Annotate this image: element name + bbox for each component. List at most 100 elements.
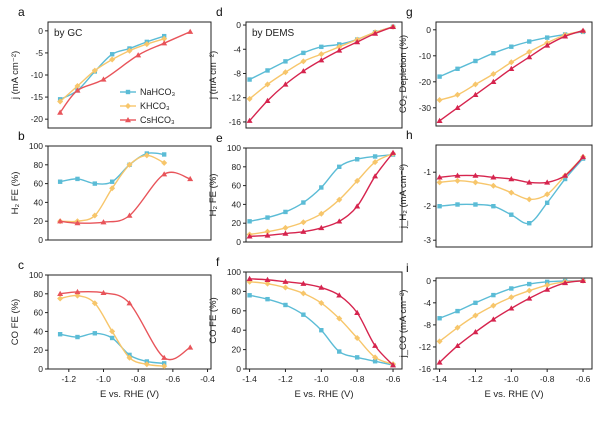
ytick-label-e-5: 100 [227,143,241,153]
ytick-label-d-3: -12 [229,93,242,103]
series-h-nahco-point-6 [544,200,550,205]
ytick-label-e-4: 80 [232,162,242,172]
series-d-nahco-point-0 [247,77,252,82]
series-c-cshco-point-5 [187,344,194,350]
series-h-nahco-point-4 [509,212,514,217]
panel-g: 0 -10 -20 -30 g CO₂ Depletion (%) [398,5,593,127]
series-i-cshco-point-8 [580,277,587,283]
panel-label-h: h [406,128,413,142]
series-d-cshco-point-3 [300,68,307,74]
ytick-label-g-3: -30 [419,103,432,113]
series-i-cshco-point-2 [472,329,479,335]
series-h-khco-point-5 [526,196,533,203]
series-e-khco-point-3 [300,219,307,226]
ylabel-b: H₂ FE (%) [10,172,21,215]
ytick-label-g-0: 0 [426,25,431,35]
panel-e: 0 20 40 60 80 100 e H₂ FE (%) [208,131,403,247]
panel-label-f: f [216,255,220,269]
series-c-khco-point-0 [57,295,64,302]
series-i-nahco-point-1 [455,308,460,314]
series-f-khco-point-5 [336,315,343,322]
series-b-cshco-point-4 [161,171,168,177]
ytick-label-i-1: -4 [423,298,431,308]
series-h-khco-point-1 [454,177,461,184]
panel-b: 0 20 40 60 80 100 b H₂ FE (%) [10,129,212,245]
series-d-khco-point-5 [336,43,343,50]
ytick-label-h-1: -2 [423,201,431,211]
ylabel-e: H₂ FE (%) [208,174,219,217]
series-h-khco-point-3 [490,182,497,189]
series-d-cshco-point-2 [282,81,289,87]
series-i-cshco-point-1 [454,342,461,349]
panel-c: 0 20 40 60 80 100 -1.2 -1.0 -0.8 -0.6 -0.4 c CO FE (… [10,258,215,400]
series-a-cshco-line [59,31,191,113]
ytick-label-c-2: 40 [34,326,44,336]
series-e-cshco-point-5 [336,218,343,224]
series-f-cshco-point-8 [390,362,397,368]
ytick-label-b-0: 0 [38,235,43,245]
ytick-label-i-4: -16 [419,364,432,374]
panel-label-d: d [216,5,223,19]
series-g-cshco-line [439,29,584,122]
series-g-nahco-point-6 [544,35,550,40]
panel-h: -1 -2 -3 h j_H₂ (mA cm⁻²) [398,128,593,248]
series-i-cshco-point-7 [562,279,569,286]
series-d-khco-point-4 [318,51,325,58]
series-i-nahco-point-4 [509,286,514,291]
plot-frame-h [435,144,593,248]
series-c-khco-point-5 [143,361,150,368]
ytick-label-c-5: 100 [29,270,43,280]
series-h-cshco-point-3 [490,174,497,180]
series-g-nahco-point-0 [437,74,442,79]
xtick-label-i-2: -1.0 [504,374,519,384]
ylabel-c: CO FE (%) [10,299,21,345]
series-e-cshco-point-2 [282,230,289,236]
series-d-nahco-point-1 [265,68,270,73]
ytick-label-f-3: 60 [232,306,242,316]
plot-frame-d [245,21,403,129]
series-e-cshco-point-4 [318,224,325,231]
series-f-khco-line [249,281,394,365]
xtick-label-c-3: -0.6 [166,374,181,384]
xtick-label-f-0: -1.4 [242,374,257,384]
series-i-nahco-point-3 [491,292,496,298]
series-i-khco-point-0 [436,338,443,345]
series-h-cshco-point-4 [508,176,515,182]
panel-label-e: e [216,131,223,145]
ytick-label-b-4: 80 [34,160,44,170]
series-e-nahco-point-4 [319,185,324,190]
legend-label-0: NaHCO₃ [140,87,176,97]
annotation-a: by GC [54,28,82,39]
series-g-nahco-point-4 [509,44,514,49]
plot-frame-f [245,271,403,370]
series-h-khco-point-6 [544,191,551,198]
plot-frame-c [47,274,212,370]
series-f-cshco-point-2 [282,278,289,284]
series-e-cshco-point-3 [300,228,307,234]
ylabel-a: j (mA cm⁻²) [10,51,21,100]
series-g-nahco-point-1 [455,66,460,71]
series-b-khco-point-3 [109,185,116,192]
series-i-nahco-point-5 [527,281,532,287]
series-c-cshco-point-0 [57,290,64,296]
series-c-khco-point-1 [74,292,81,299]
series-b-nahco-point-1 [75,176,80,182]
series-g-khco-point-2 [472,81,479,88]
series-a-cshco-point-1 [74,87,81,93]
ytick-label-c-4: 80 [34,289,44,299]
series-a-khco-point-5 [143,41,150,48]
series-d-cshco-line [249,26,394,122]
series-g-cshco-point-7 [562,33,569,39]
panel-label-a: a [18,5,25,19]
ytick-label-i-0: 0 [426,276,431,286]
series-e-khco-point-2 [282,224,289,231]
ytick-label-f-4: 80 [232,286,242,296]
ytick-label-c-0: 0 [38,364,43,374]
series-c-khco-point-6 [161,363,168,370]
panel-label-b: b [18,129,25,143]
series-c-nahco-point-3 [109,335,115,341]
series-i-khco-point-4 [508,294,515,301]
xtick-label-c-4: -0.4 [200,374,215,384]
xtick-label-c-1: -1.0 [96,374,111,384]
series-h-cshco-point-0 [436,174,443,180]
